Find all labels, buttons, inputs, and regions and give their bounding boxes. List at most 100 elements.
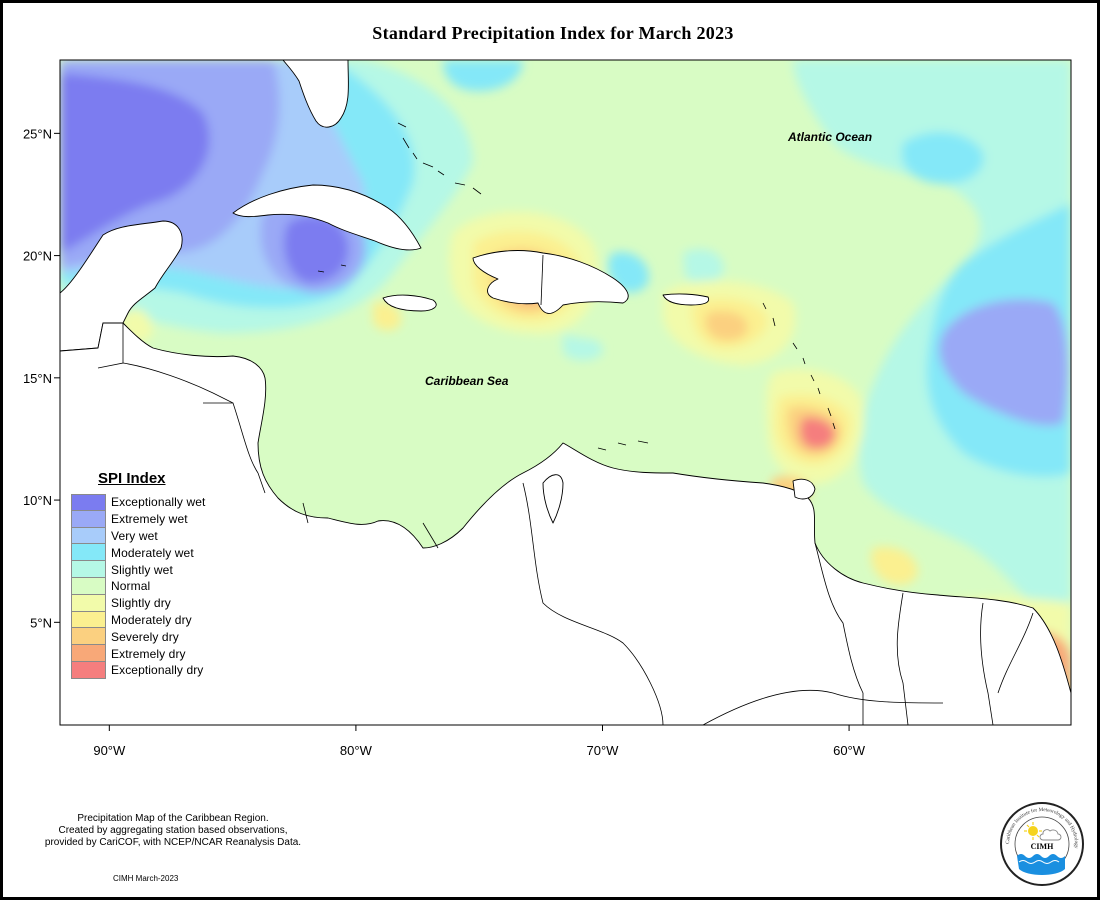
legend-swatch xyxy=(71,494,106,511)
legend-label: Slightly wet xyxy=(111,562,173,577)
legend-item: Extremely wet xyxy=(71,510,205,528)
small-islands xyxy=(317,122,836,451)
land-venezuela-coast xyxy=(542,474,564,524)
waves-icon xyxy=(1017,854,1065,875)
spi-zone-slightly-wet-central xyxy=(683,249,724,285)
footnote-line-1: Precipitation Map of the Caribbean Regio… xyxy=(77,813,269,824)
legend-label: Exceptionally wet xyxy=(111,495,206,510)
label-caribbean-sea: Caribbean Sea xyxy=(425,374,509,388)
border-honduras xyxy=(122,362,234,404)
border-colombia-venezuela xyxy=(522,482,664,725)
logo-name: CIMH xyxy=(1031,842,1054,851)
cloud-icon xyxy=(1039,829,1062,841)
land-florida xyxy=(282,60,349,128)
land-yucatan-mexico xyxy=(60,220,183,352)
spi-zone-dry-yucatan xyxy=(373,301,402,331)
legend-label: Exceptionally dry xyxy=(111,663,204,678)
footnote-line-2: Created by aggregating station based obs… xyxy=(58,825,288,836)
spi-zone-exceptionally-dry-windward xyxy=(800,417,835,449)
lon-tick-label: 60°W xyxy=(833,743,866,758)
legend-label: Extremely dry xyxy=(111,646,186,661)
spi-zone-moderately-wet-north2 xyxy=(443,60,523,92)
map-plot-area xyxy=(60,60,1071,725)
spi-zone-dry-guiana-north xyxy=(871,546,918,585)
legend-item: Very wet xyxy=(71,527,205,545)
legend-label: Extremely wet xyxy=(111,512,188,527)
legend-title: SPI Index xyxy=(98,470,166,487)
lon-tick-label: 90°W xyxy=(93,743,126,758)
lat-tick-label: 25°N xyxy=(23,126,52,141)
border-suriname-guiana xyxy=(980,602,994,725)
land-trinidad xyxy=(792,478,816,500)
spi-zone-extremely-wet-east xyxy=(939,299,1069,426)
spi-zone-dry-lesser-antilles-sev xyxy=(705,311,748,341)
map-title: Standard Precipitation Index for March 2… xyxy=(372,23,734,43)
land-puerto-rico xyxy=(662,293,710,306)
legend-item: Extremely dry xyxy=(71,645,205,662)
sun-icon xyxy=(1024,822,1042,840)
map-credit: CIMH March-2023 xyxy=(113,874,179,883)
spi-zone-moderately-wet-north xyxy=(901,132,984,184)
axis-ticks xyxy=(54,132,850,731)
spi-zone-wet-lesser xyxy=(563,333,603,361)
lat-tick-label: 5°N xyxy=(30,615,52,630)
legend-item: Moderately dry xyxy=(71,611,205,629)
legend-item: Exceptionally wet xyxy=(71,494,205,511)
legend-swatch xyxy=(71,577,106,595)
lat-tick-label: 20°N xyxy=(23,249,52,264)
legend-swatch xyxy=(71,544,106,562)
spi-zone-exceptionally-wet-cuba xyxy=(284,215,349,283)
border-venezuela-guyana xyxy=(814,542,864,725)
label-atlantic-ocean: Atlantic Ocean xyxy=(787,130,872,144)
land-central-america xyxy=(60,322,1071,725)
legend-swatch xyxy=(71,645,106,662)
land-hispaniola xyxy=(472,250,629,314)
legend-swatch xyxy=(71,527,106,545)
legend-swatch xyxy=(71,510,106,528)
border-nicaragua xyxy=(203,402,259,474)
land-cuba xyxy=(232,184,422,251)
border-panama-colombia xyxy=(422,522,439,549)
legend-swatch xyxy=(71,661,106,679)
lat-tick-label: 15°N xyxy=(23,371,52,386)
legend-swatch xyxy=(71,611,106,629)
legend-item: Severely dry xyxy=(71,628,205,646)
border-brazil xyxy=(702,689,944,725)
border-guyana-suriname xyxy=(896,592,909,725)
legend-item: Normal xyxy=(71,577,205,595)
legend-items: Exceptionally wet Extremely wet Very wet Mo… xyxy=(71,494,205,679)
border-guiana-brazil xyxy=(997,612,1034,694)
legend-label: Moderately wet xyxy=(111,545,194,560)
legend-label: Very wet xyxy=(111,528,158,543)
border-haiti-dr xyxy=(540,254,544,306)
cimh-logo: Caribbean Institute for Meteorology and … xyxy=(1000,802,1084,886)
legend-label: Moderately dry xyxy=(111,612,192,627)
legend-swatch xyxy=(71,628,106,646)
land-masses xyxy=(60,60,1071,725)
map-footnote: Precipitation Map of the Caribbean Regio… xyxy=(3,813,343,849)
legend-item: Exceptionally dry xyxy=(71,661,205,679)
country-borders xyxy=(97,254,1034,725)
spi-zone-exceptionally-wet-west xyxy=(60,73,210,253)
spi-legend: SPI Index Exceptionally wet Extremely wet… xyxy=(71,470,205,679)
land-bahamas xyxy=(397,122,482,195)
legend-item: Slightly dry xyxy=(71,594,205,612)
spi-map: Atlantic Ocean Caribbean Sea 90°W 80°W 70°… xyxy=(23,59,1072,758)
land-abc-islands xyxy=(597,440,649,451)
legend-label: Normal xyxy=(111,579,151,594)
footnote-line-3: provided by CariCOF, with NCEP/NCAR Rean… xyxy=(44,837,302,848)
lon-tick-label: 80°W xyxy=(340,743,373,758)
border-costa-rica-panama xyxy=(257,472,309,524)
legend-swatch xyxy=(71,594,106,612)
legend-item: Slightly wet xyxy=(71,561,205,578)
land-lesser-antilles xyxy=(762,302,836,430)
legend-swatch xyxy=(71,561,106,578)
legend-label: Severely dry xyxy=(111,629,179,644)
legend-item: Moderately wet xyxy=(71,544,205,562)
map-frame xyxy=(59,59,1072,726)
lon-tick-label: 70°W xyxy=(587,743,620,758)
land-jamaica xyxy=(382,294,437,312)
legend-label: Slightly dry xyxy=(111,596,171,611)
land-cayman xyxy=(317,264,347,273)
